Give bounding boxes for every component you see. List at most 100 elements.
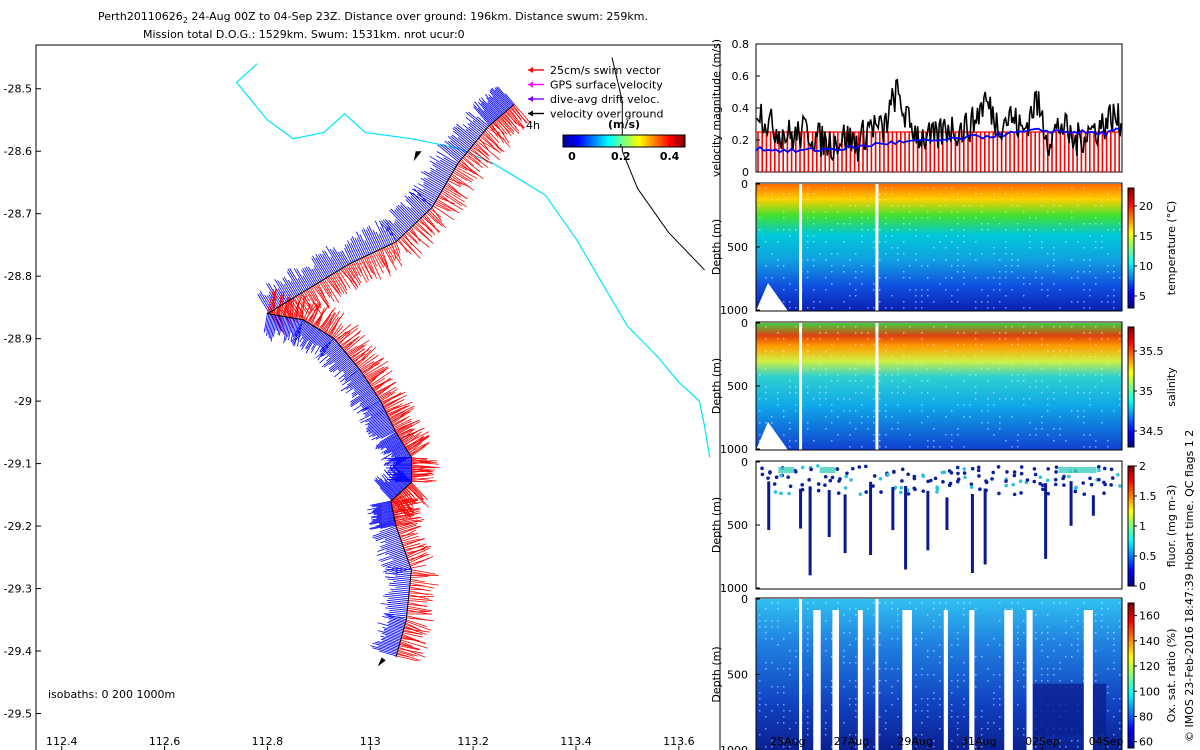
drift-vector — [386, 599, 409, 603]
data-dot — [837, 253, 839, 255]
drift-vector — [391, 476, 404, 490]
data-dot — [1005, 247, 1007, 249]
data-dot — [849, 410, 851, 412]
data-dot — [945, 386, 947, 388]
data-dot — [831, 380, 833, 382]
data-dot — [945, 356, 947, 358]
data-dot — [963, 271, 965, 273]
swim-vector — [407, 611, 431, 613]
fluor-dot — [1067, 474, 1071, 479]
drift-vector — [395, 218, 408, 232]
data-dot — [999, 187, 1001, 189]
data-dot — [861, 223, 863, 225]
data-dot — [1059, 344, 1061, 346]
data-dot — [849, 205, 851, 207]
colorbar-tick-label: 5 — [1139, 290, 1146, 303]
drift-vector — [306, 329, 320, 350]
data-dot — [1065, 602, 1067, 604]
data-dot — [765, 620, 767, 622]
data-dot — [1011, 398, 1013, 400]
data-dot — [1047, 265, 1049, 267]
data-dot — [831, 404, 833, 406]
data-dot — [807, 344, 809, 346]
data-dot — [759, 704, 761, 706]
data-dot — [951, 446, 953, 448]
data-dot — [1011, 602, 1013, 604]
data-dot — [765, 193, 767, 195]
drift-vector — [313, 265, 324, 281]
data-dot — [927, 614, 929, 616]
drift-vector — [488, 94, 505, 114]
data-dot — [807, 428, 809, 430]
data-dot — [831, 307, 833, 309]
drift-vector — [427, 177, 445, 188]
data-dot — [981, 716, 983, 718]
data-dot — [1059, 416, 1061, 418]
data-dot — [783, 211, 785, 213]
colorbar-title: salinity — [1165, 367, 1178, 407]
data-dot — [993, 404, 995, 406]
data-dot — [885, 374, 887, 376]
data-dot — [951, 277, 953, 279]
drift-vector — [270, 315, 277, 342]
drift-vector — [420, 198, 431, 210]
drift-vector — [397, 469, 411, 484]
data-dot — [903, 223, 905, 225]
drift-vector — [492, 96, 506, 113]
data-dot — [867, 205, 869, 207]
data-dot — [891, 374, 893, 376]
data-dot — [825, 392, 827, 394]
data-dot — [885, 728, 887, 730]
drift-vector — [372, 229, 383, 249]
data-dot — [909, 602, 911, 604]
data-dot — [999, 398, 1001, 400]
data-dot — [945, 259, 947, 261]
drift-vector — [285, 317, 290, 342]
swim-vector — [405, 620, 432, 631]
swim-vector — [410, 579, 425, 583]
data-dot — [873, 644, 875, 646]
drift-vector — [356, 398, 380, 414]
legend-label: dive-avg drift veloc. — [550, 93, 660, 106]
data-dot — [1023, 686, 1025, 688]
data-dot — [765, 277, 767, 279]
drift-vector — [393, 222, 405, 235]
fluor-dot — [1062, 474, 1066, 479]
data-dot — [831, 656, 833, 658]
data-dot — [849, 608, 851, 610]
data-dot — [1119, 392, 1121, 394]
data-dot — [1101, 410, 1103, 412]
data-dot — [861, 229, 863, 231]
swim-vector — [384, 398, 405, 410]
data-dot — [945, 434, 947, 436]
swim-vector — [374, 251, 385, 268]
drift-vector — [330, 356, 350, 373]
swim-vector — [397, 494, 412, 509]
drift-vector — [343, 363, 356, 374]
data-dot — [987, 410, 989, 412]
drift-vector — [281, 316, 285, 332]
drift-vector — [417, 189, 437, 202]
swim-vector — [402, 431, 422, 445]
data-dot — [1053, 211, 1055, 213]
data-dot — [1119, 398, 1121, 400]
data-dot — [1017, 229, 1019, 231]
data-dot — [939, 704, 941, 706]
drift-vector — [361, 229, 374, 253]
data-dot — [1095, 446, 1097, 448]
drift-vector — [349, 377, 366, 389]
data-dot — [885, 404, 887, 406]
drift-vector — [326, 347, 343, 362]
swim-vector — [378, 391, 391, 400]
swim-vector — [386, 403, 403, 414]
swim-vector — [416, 221, 433, 238]
data-dot — [849, 740, 851, 742]
fluor-surface-patch — [1058, 467, 1097, 473]
data-dot — [765, 638, 767, 640]
swim-vector — [379, 249, 391, 273]
data-dot — [1053, 674, 1055, 676]
drift-vector — [482, 100, 498, 119]
data-dot — [759, 229, 761, 231]
data-dot — [1053, 199, 1055, 201]
data-dot — [1071, 259, 1073, 261]
